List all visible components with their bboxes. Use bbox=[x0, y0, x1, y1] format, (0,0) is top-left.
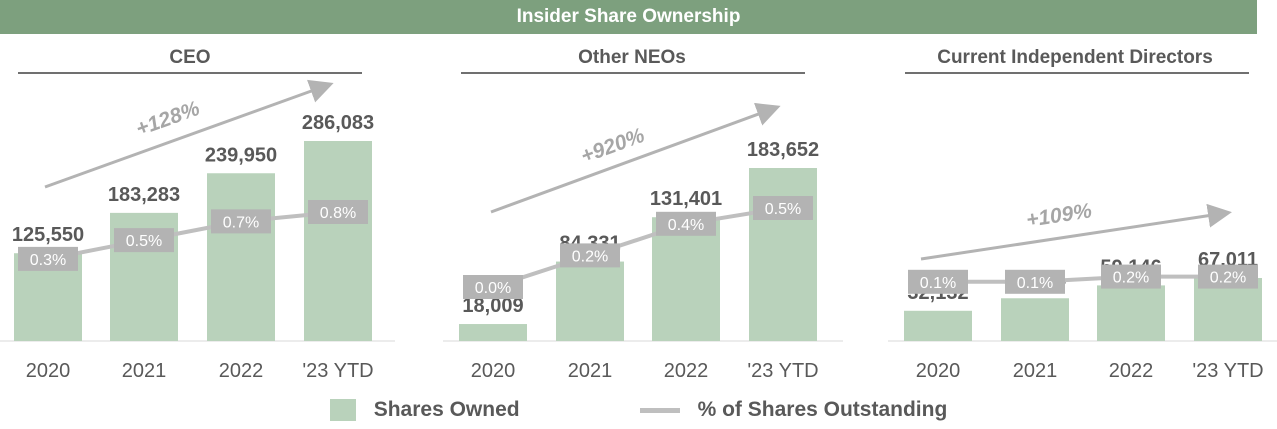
chart-banner-title: Insider Share Ownership bbox=[0, 0, 1257, 34]
legend: Shares Owned % of Shares Outstanding bbox=[0, 394, 1277, 426]
bar-value-label: 183,652 bbox=[747, 139, 819, 161]
bar bbox=[207, 173, 275, 341]
percent-label: 0.1% bbox=[1017, 275, 1053, 292]
percent-label-box bbox=[753, 196, 813, 220]
percent-label: 0.2% bbox=[1113, 270, 1149, 287]
x-tick-label: 2020 bbox=[471, 360, 516, 382]
bar bbox=[556, 261, 624, 341]
bar bbox=[652, 217, 720, 341]
legend-swatch-line bbox=[639, 407, 680, 413]
percent-label-box bbox=[18, 246, 78, 271]
growth-arrow bbox=[44, 79, 334, 189]
x-tick-label: '23 YTD bbox=[747, 360, 818, 382]
percent-label-box bbox=[1005, 269, 1065, 294]
bar-value-label: 286,083 bbox=[302, 112, 374, 134]
x-tick-label: 2022 bbox=[1109, 360, 1154, 382]
percent-label-box bbox=[463, 275, 523, 299]
growth-arrow bbox=[490, 102, 781, 214]
percent-label-box bbox=[908, 269, 968, 294]
percent-label: 0.0% bbox=[475, 280, 511, 297]
x-tick-label: 2021 bbox=[568, 360, 613, 382]
x-tick-label: 2021 bbox=[122, 360, 167, 382]
percent-label: 0.1% bbox=[920, 275, 956, 292]
legend-swatch-bar bbox=[329, 399, 356, 421]
bar-value-label: 18,009 bbox=[462, 295, 523, 317]
x-tick-label: '23 YTD bbox=[302, 360, 373, 382]
growth-label: +109% bbox=[1025, 199, 1094, 232]
growth-label: +920% bbox=[578, 124, 648, 168]
percent-line bbox=[47, 210, 339, 261]
percent-label: 0.5% bbox=[765, 201, 801, 218]
panel-title: Other NEOs bbox=[578, 47, 686, 68]
percent-label-box bbox=[1101, 264, 1161, 289]
percent-label: 0.5% bbox=[126, 233, 162, 250]
bar bbox=[304, 141, 372, 341]
legend-item-percent: % of Shares Outstanding bbox=[639, 398, 948, 422]
percent-label: 0.8% bbox=[320, 205, 356, 222]
percent-label-box bbox=[1198, 264, 1258, 289]
bar-value-label: 131,401 bbox=[650, 188, 722, 210]
percent-label-box bbox=[211, 209, 271, 234]
bar-value-label: 183,283 bbox=[108, 184, 180, 206]
percent-line bbox=[938, 274, 1228, 284]
x-tick-label: 2020 bbox=[26, 360, 71, 382]
x-tick-label: 2020 bbox=[916, 360, 961, 382]
percent-label-box bbox=[308, 200, 368, 224]
x-tick-label: 2021 bbox=[1013, 360, 1058, 382]
legend-label-percent: % of Shares Outstanding bbox=[697, 398, 948, 421]
bar bbox=[1001, 298, 1069, 341]
x-tick-label: 2022 bbox=[219, 360, 264, 382]
bar bbox=[1097, 285, 1165, 341]
panel-title: Current Independent Directors bbox=[937, 47, 1213, 68]
percent-label: 0.4% bbox=[668, 217, 704, 234]
percent-label: 0.3% bbox=[30, 252, 66, 269]
percent-line bbox=[492, 206, 784, 289]
percent-label: 0.7% bbox=[223, 214, 259, 231]
percent-label-box bbox=[560, 243, 620, 268]
bar-value-label: 239,950 bbox=[205, 144, 277, 166]
x-tick-label: 2022 bbox=[664, 360, 709, 382]
bar bbox=[749, 168, 817, 341]
legend-item-shares: Shares Owned bbox=[329, 398, 520, 422]
percent-label: 0.2% bbox=[1210, 270, 1246, 287]
percent-label: 0.2% bbox=[572, 248, 608, 265]
percent-label-box bbox=[114, 228, 174, 253]
bar bbox=[904, 310, 972, 341]
growth-arrow bbox=[920, 203, 1232, 261]
panel-title: CEO bbox=[169, 47, 210, 68]
bar-value-label: 125,550 bbox=[12, 224, 84, 246]
percent-label-box bbox=[656, 211, 716, 236]
x-tick-label: '23 YTD bbox=[1192, 360, 1263, 382]
legend-label-shares: Shares Owned bbox=[373, 398, 520, 421]
bar bbox=[459, 324, 527, 341]
